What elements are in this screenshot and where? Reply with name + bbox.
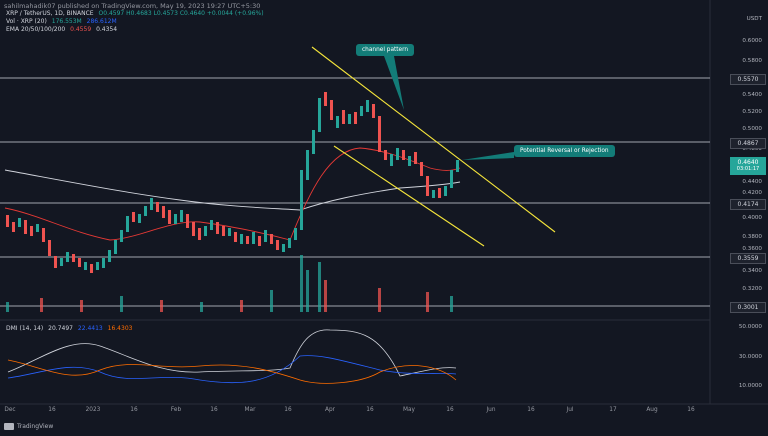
footer-brand[interactable]: TradingView: [4, 423, 53, 430]
current-price-label: 0.4640 03:01:17: [730, 157, 766, 175]
dmi-label: DMI (14, 14): [6, 325, 44, 332]
ema-label: EMA 20/50/100/200: [6, 26, 66, 33]
price-tick: 0.6000: [742, 38, 762, 44]
volume-bars: [6, 255, 453, 312]
time-label: 16: [366, 407, 374, 413]
dmi-value-2: 22.4413: [77, 325, 103, 332]
candlesticks: [6, 92, 459, 273]
time-label: 16: [210, 407, 218, 413]
volume-value-1: 176.553M: [51, 18, 82, 25]
volume-legend[interactable]: Vol · XRP (20) 176.553M 286.612M: [6, 18, 120, 25]
dmi-tick: 10.0000: [738, 383, 762, 389]
time-label: Feb: [170, 407, 182, 413]
current-price: 0.4640: [737, 159, 759, 166]
time-label: 16: [527, 407, 535, 413]
channel-upper-line: [311, 46, 556, 233]
time-label: Jul: [566, 407, 574, 413]
channel-lower-line: [333, 145, 485, 247]
time-label: Dec: [4, 407, 16, 413]
price-tick: 0.5400: [742, 92, 762, 98]
time-label: 16: [687, 407, 695, 413]
dmi-tick: 30.0000: [738, 354, 762, 360]
symbol-title: XRP / TetherUS, 1D, BINANCE: [6, 10, 94, 17]
price-tick: 0.4000: [742, 215, 762, 221]
price-tick: 0.3200: [742, 286, 762, 292]
level-label-0.3001: 0.3001: [730, 302, 766, 313]
time-label: Jun: [486, 407, 496, 413]
level-label-0.4174: 0.4174: [730, 199, 766, 210]
time-label: 16: [284, 407, 292, 413]
ema-legend[interactable]: EMA 20/50/100/200 0.4559 0.4354: [6, 26, 120, 33]
ohlc-values: O0.4597 H0.4683 L0.4573 C0.4640 +0.0044 …: [98, 10, 264, 17]
dmi-value-1: 20.7497: [48, 325, 73, 332]
volume-value-2: 286.612M: [86, 18, 117, 25]
level-label-0.5570: 0.5570: [730, 74, 766, 85]
price-tick: 0.5800: [742, 58, 762, 64]
brand-name: TradingView: [17, 423, 54, 430]
time-label: 17: [609, 407, 617, 413]
price-tick: 0.5200: [742, 109, 762, 115]
level-label-0.4867: 0.4867: [730, 138, 766, 149]
time-label: Aug: [646, 407, 658, 413]
dmi-value-3: 16.4303: [107, 325, 133, 332]
price-tick: 0.3600: [742, 246, 762, 252]
candle-countdown: 03:01:17: [736, 166, 760, 172]
channel-pattern-callout[interactable]: channel pattern: [356, 44, 415, 56]
price-tick: 0.4200: [742, 190, 762, 196]
time-label: Mar: [244, 407, 256, 413]
price-tick: 0.3800: [742, 234, 762, 240]
volume-label: Vol · XRP (20): [6, 18, 47, 25]
time-label: 16: [130, 407, 138, 413]
reversal-callout-pointer: [462, 152, 514, 160]
time-label: Apr: [324, 407, 336, 413]
ema-value-1: 0.4559: [70, 26, 92, 33]
time-label: 16: [48, 407, 56, 413]
ema-200-line: [4, 169, 461, 211]
dmi-tick: 50.0000: [738, 324, 762, 330]
time-label: 2023: [85, 407, 101, 413]
price-tick: 0.5000: [742, 126, 762, 132]
price-tick: 0.3400: [742, 268, 762, 274]
ema-value-2: 0.4354: [96, 26, 118, 33]
dmi-plus-line: [7, 355, 457, 384]
dmi-adx-line: [7, 329, 457, 377]
reversal-callout[interactable]: Potential Reversal or Rejection: [514, 145, 615, 157]
price-tick: 0.4800: [742, 146, 762, 152]
dmi-legend[interactable]: DMI (14, 14) 20.7497 22.4413 16.4303: [6, 325, 135, 332]
time-label: May: [403, 407, 415, 413]
symbol-legend[interactable]: XRP / TetherUS, 1D, BINANCE O0.4597 H0.4…: [6, 10, 267, 17]
axis-currency: USDT: [746, 16, 762, 22]
publisher-info: sahilmahadik07 published on TradingView.…: [4, 2, 261, 10]
channel-callout-pointer: [384, 56, 404, 110]
time-label: 16: [446, 407, 454, 413]
dmi-minus-line: [7, 359, 457, 384]
tradingview-logo-icon: [4, 423, 14, 430]
level-label-0.3559: 0.3559: [730, 253, 766, 264]
price-tick: 0.4400: [742, 179, 762, 185]
